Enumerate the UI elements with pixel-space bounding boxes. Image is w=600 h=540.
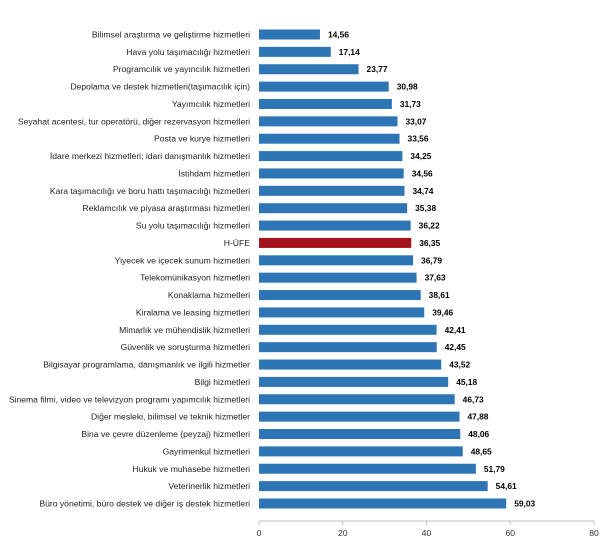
- value-label: 46,73: [463, 394, 484, 404]
- value-label: 33,07: [405, 116, 426, 126]
- bar: [259, 498, 507, 509]
- category-label: Mimarlık ve mühendislik hizmetleri: [119, 325, 250, 335]
- x-tick-label: 0: [257, 528, 262, 538]
- value-label: 31,73: [400, 99, 421, 109]
- bar: [259, 133, 400, 144]
- category-label: Depolama ve destek hizmetleri(taşımacılı…: [70, 82, 250, 92]
- value-label: 42,45: [445, 342, 466, 352]
- value-label: 48,65: [471, 446, 492, 456]
- value-label: 43,52: [449, 360, 470, 370]
- bar: [259, 411, 460, 422]
- category-label: Veterinerlik hizmetleri: [168, 481, 250, 491]
- category-label: Bina ve çevre düzenleme (peyzaj) hizmetl…: [81, 429, 250, 439]
- bar: [259, 272, 417, 283]
- bar: [259, 290, 421, 301]
- bar: [259, 342, 437, 353]
- value-label: 47,88: [467, 412, 488, 422]
- category-label: Güvenlik ve soruşturma hizmetleri: [121, 342, 251, 352]
- category-label: İdare merkezi hizmetleri; idari danışman…: [50, 151, 250, 161]
- bar: [259, 29, 320, 40]
- bar: [259, 81, 389, 92]
- category-label: Gayrimenkul hizmetleri: [163, 446, 250, 456]
- category-label: Bilimsel araştırma ve geliştirme hizmetl…: [92, 30, 250, 40]
- category-label: Seyahat acentesi, tur operatörü, diğer r…: [18, 116, 250, 126]
- value-label: 14,56: [328, 30, 349, 40]
- value-label: 51,79: [484, 464, 505, 474]
- bar: [259, 463, 476, 474]
- category-label: Bilgi hizmetleri: [195, 377, 250, 387]
- category-label: Posta ve kurye hizmetleri: [154, 134, 250, 144]
- labels-layer: Bilimsel araştırma ve geliştirme hizmetl…: [9, 30, 536, 509]
- bar: [259, 151, 403, 162]
- bar: [259, 46, 331, 57]
- value-label: 30,98: [397, 82, 418, 92]
- bar: [259, 237, 412, 248]
- value-label: 36,79: [421, 255, 442, 265]
- bar: [259, 185, 405, 196]
- bar: [259, 98, 392, 109]
- category-label: Yiyecek ve içecek sunum hizmetleri: [115, 255, 250, 265]
- bar: [259, 203, 408, 214]
- bar: [259, 220, 411, 231]
- value-label: 38,61: [429, 290, 450, 300]
- category-label: Telekomünikasyon hizmetleri: [140, 273, 250, 283]
- bar: [259, 324, 437, 335]
- value-label: 35,38: [415, 203, 436, 213]
- value-label: 37,63: [425, 273, 446, 283]
- value-label: 34,56: [412, 168, 433, 178]
- x-tick-label: 60: [505, 528, 515, 538]
- value-label: 42,41: [445, 325, 466, 335]
- bar: [259, 446, 463, 457]
- value-label: 36,35: [419, 238, 440, 248]
- category-label: Su yolu taşımacılığı hizmetleri: [136, 221, 250, 231]
- x-tick-label: 40: [422, 528, 432, 538]
- value-label: 36,22: [419, 221, 440, 231]
- bar: [259, 394, 455, 405]
- category-label: H-ÜFE: [224, 238, 251, 248]
- value-label: 34,74: [412, 186, 433, 196]
- category-label: Kara taşımacılığı ve boru hattı taşımacı…: [50, 186, 250, 196]
- bar: [259, 481, 488, 492]
- category-label: İstihdam hizmetleri: [178, 168, 250, 178]
- x-tick-label: 20: [338, 528, 348, 538]
- category-label: Kiralama ve leasing hizmetleri: [136, 307, 250, 317]
- category-label: Hava yolu taşımacılığı hizmetleri: [126, 47, 250, 57]
- category-label: Diğer mesleki, bilimsel ve teknik hizmet…: [91, 412, 250, 422]
- category-label: Konaklama hizmetleri: [168, 290, 250, 300]
- value-label: 34,25: [410, 151, 431, 161]
- x-axis: 0 20 40 60 80: [257, 520, 599, 538]
- bar: [259, 255, 414, 266]
- value-label: 23,77: [367, 64, 388, 74]
- value-label: 54,61: [496, 481, 517, 491]
- category-label: Bilgisayar programlama, danışmanlık ve i…: [43, 360, 250, 370]
- bar: [259, 429, 461, 440]
- bar: [259, 116, 398, 127]
- bar: [259, 168, 404, 179]
- value-label: 39,46: [432, 307, 453, 317]
- value-label: 17,14: [339, 47, 360, 57]
- category-label: Yayımcılık hizmetleri: [172, 99, 250, 109]
- category-label: Reklamcılık ve piyasa araştırması hizmet…: [82, 203, 250, 213]
- category-label: Sinema filmi, video ve televizyon progra…: [9, 394, 250, 404]
- category-label: Büro yönetimi, büro destek ve diğer iş d…: [39, 498, 250, 508]
- value-label: 33,56: [408, 134, 429, 144]
- category-label: Programcılık ve yayıncılık hizmetleri: [113, 64, 250, 74]
- x-tick-label: 80: [589, 528, 599, 538]
- bars-layer: [259, 29, 507, 509]
- category-label: Hukuk ve muhasebe hizmetleri: [132, 464, 250, 474]
- bar: [259, 376, 449, 387]
- bar: [259, 359, 442, 370]
- value-label: 48,06: [468, 429, 489, 439]
- bar: [259, 307, 425, 318]
- value-label: 59,03: [514, 498, 535, 508]
- value-label: 45,18: [456, 377, 477, 387]
- bar: [259, 64, 359, 75]
